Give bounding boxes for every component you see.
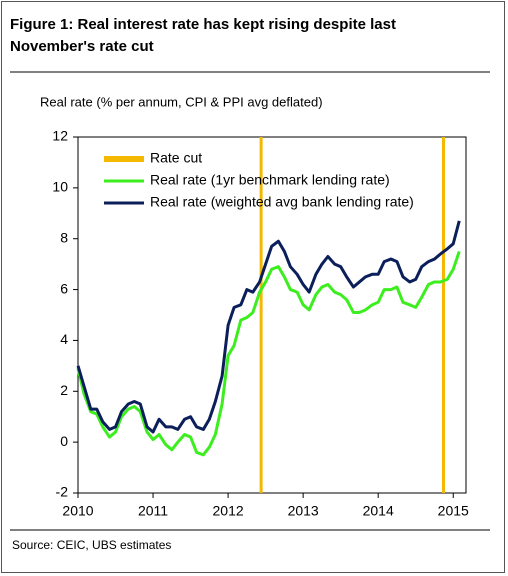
x-tick-label: 2012: [213, 503, 244, 519]
y-tick-label: 10: [52, 179, 68, 195]
y-tick-label: 4: [60, 331, 68, 347]
chart-title: Figure 1: Real interest rate has kept ri…: [10, 16, 396, 55]
series-line: [76, 250, 461, 457]
y-tick-label: 6: [60, 280, 68, 296]
x-tick-label: 2011: [138, 503, 168, 519]
legend-label: Rate cut: [150, 150, 202, 166]
y-tick-label: 8: [60, 229, 68, 245]
chart-subtitle: Real rate (% per annum, CPI & PPI avg de…: [40, 94, 323, 109]
y-tick-label: 0: [60, 433, 68, 449]
series-line: [76, 220, 461, 434]
plot-frame: [77, 136, 467, 494]
legend-label: Real rate (1yr benchmark lending rate): [150, 172, 390, 188]
x-tick-label: 2015: [438, 503, 469, 519]
y-tick-label: 2: [60, 382, 68, 398]
x-tick-label: 2010: [62, 503, 93, 519]
x-tick-label: 2014: [363, 503, 394, 519]
y-tick-label: -2: [56, 484, 69, 500]
y-tick-label: 12: [52, 128, 68, 144]
source: Source: CEIC, UBS estimates: [12, 538, 171, 552]
x-tick-label: 2013: [288, 503, 319, 519]
legend-label: Real rate (weighted avg bank lending rat…: [150, 194, 414, 210]
